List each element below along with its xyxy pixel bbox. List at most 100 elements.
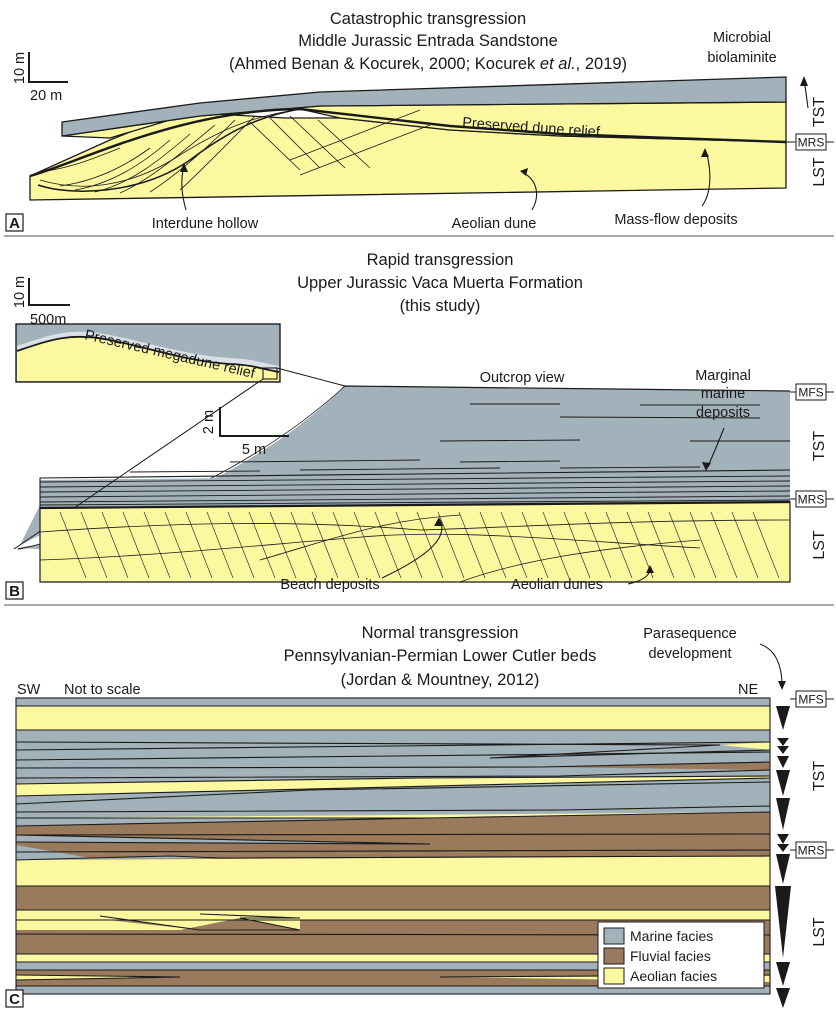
panel-c-mfs: MFS	[798, 693, 823, 707]
panel-a-tst: TST	[811, 97, 828, 127]
foreset-line	[395, 511, 423, 579]
foreset-line	[437, 511, 465, 579]
panel-c-sw: SW	[17, 682, 41, 698]
panel-b-beach-label: Beach deposits	[280, 577, 379, 593]
foreset-line	[500, 511, 528, 579]
panel-a-scale-h: 20 m	[30, 88, 62, 104]
panel-c-lst: LST	[811, 917, 828, 947]
panel-b-title-3: (this study)	[400, 297, 481, 315]
panel-a-interdune-label: Interdune hollow	[152, 216, 259, 232]
panel-c-not-to-scale: Not to scale	[64, 682, 141, 698]
foreset-line	[332, 511, 360, 579]
panel-a-microbial-label-1: Microbial	[713, 30, 771, 46]
foreset-line	[710, 511, 738, 579]
legend-aeolian: Aeolian facies	[630, 968, 717, 984]
panel-b-scale-bar: 10 m 500m	[12, 276, 70, 328]
panel-c-mrs: MRS	[798, 844, 825, 858]
panel-a-scale-v: 10 m	[12, 52, 28, 84]
foreset-line	[143, 511, 171, 579]
foreset-line	[59, 511, 87, 579]
foreset-line	[521, 511, 549, 579]
panel-b-outcrop-scale: 2 m 5 m	[201, 407, 289, 458]
foreset-line	[668, 511, 696, 579]
foreset-line	[80, 511, 108, 579]
panel-c-column	[15, 697, 771, 995]
panel-c-parasequence-triangles	[775, 706, 791, 1008]
foreset-line	[584, 511, 612, 579]
panel-b-marginal-3: deposits	[696, 405, 750, 421]
panel-a-aeolian-dune-label: Aeolian dune	[452, 216, 537, 232]
panel-c-letter: C	[9, 991, 20, 1008]
panel-b-title-1: Rapid transgression	[367, 251, 514, 269]
panel-b-marginal-2: marine	[701, 386, 745, 402]
panel-c-title-2: Pennsylvanian-Permian Lower Cutler beds	[284, 647, 597, 665]
foreset-line	[101, 511, 129, 579]
foreset-line	[731, 511, 759, 579]
legend-swatch-marine	[603, 927, 625, 945]
panel-b-lst: LST	[811, 530, 828, 560]
panel-b-scale-v: 10 m	[12, 276, 28, 308]
panel-c-title-3: (Jordan & Mountney, 2012)	[341, 671, 540, 689]
panel-c-mrs-tag: MRS	[790, 841, 834, 859]
foreset-line	[122, 511, 150, 579]
foreset-line	[290, 511, 318, 579]
panel-a-mrs-tag: MRS	[786, 133, 834, 151]
legend-fluvial: Fluvial facies	[630, 948, 711, 964]
panel-b-inset: Preserved megadune relief	[15, 323, 281, 383]
foreset-line	[164, 511, 192, 579]
foreset-line	[458, 511, 486, 579]
panel-a: Catastrophic transgression Middle Jurass…	[5, 10, 834, 232]
foreset-line	[227, 511, 255, 579]
panel-b-mfs: MFS	[798, 386, 823, 400]
panel-b-outcrop-scale-h: 5 m	[242, 442, 266, 458]
foreset-line	[206, 511, 234, 579]
panel-b-mrs: MRS	[798, 493, 825, 507]
panel-c-parasequence-2: development	[648, 646, 731, 662]
foreset-line	[605, 511, 633, 579]
foreset-line	[248, 511, 276, 579]
legend-swatch-aeolian	[603, 967, 625, 985]
foreset-line	[416, 511, 444, 579]
panel-a-title-3: (Ahmed Benan & Kocurek, 2000; Kocurek et…	[229, 55, 627, 73]
panel-c-mfs-tag: MFS	[790, 690, 834, 708]
panel-b-outcrop-label: Outcrop view	[480, 370, 565, 386]
panel-b-letter: B	[9, 583, 20, 600]
legend-swatch-fluvial	[603, 947, 625, 965]
panel-b-marginal-1: Marginal	[695, 368, 751, 384]
panel-a-biolaminite	[61, 76, 787, 137]
panel-a-mass-flow-label: Mass-flow deposits	[614, 212, 737, 228]
foreset-line	[626, 511, 654, 579]
panel-a-microbial-label-2: biolaminite	[707, 50, 776, 66]
foreset-line	[269, 511, 297, 579]
foreset-line	[353, 511, 381, 579]
foreset-line	[752, 511, 780, 579]
panel-a-letter: A	[9, 215, 20, 232]
panel-c-ne: NE	[738, 682, 758, 698]
panel-c-legend: Marine facies Fluvial facies Aeolian fac…	[597, 921, 765, 989]
foreset-line	[479, 511, 507, 579]
foreset-line	[374, 511, 402, 579]
legend-marine: Marine facies	[630, 928, 713, 944]
panel-b-aeolian-dunes-label: Aeolian dunes	[511, 577, 603, 593]
panel-b-title-2: Upper Jurassic Vaca Muerta Formation	[297, 274, 583, 292]
panel-b-foresets	[59, 511, 780, 579]
foreset-line	[689, 511, 717, 579]
foreset-line	[311, 511, 339, 579]
foreset-line	[542, 511, 570, 579]
foreset-line	[185, 511, 213, 579]
panel-a-title-2: Middle Jurassic Entrada Sandstone	[298, 32, 558, 50]
panel-b-outcrop-scale-v: 2 m	[201, 410, 217, 434]
panel-b-mrs-tag: MRS	[790, 490, 834, 508]
panel-a-title-1: Catastrophic transgression	[330, 10, 526, 28]
panel-c-parasequence-1: Parasequence	[643, 626, 737, 642]
foreset-line	[647, 511, 675, 579]
panel-a-mrs: MRS	[798, 136, 825, 150]
panel-c-tst: TST	[811, 761, 828, 791]
foreset-line	[563, 511, 591, 579]
panel-c-title-1: Normal transgression	[362, 624, 519, 642]
panel-b-mfs-tag: MFS	[790, 383, 834, 401]
panel-b: Rapid transgression Upper Jurassic Vaca …	[5, 251, 834, 600]
panel-b-tst: TST	[811, 431, 828, 461]
panel-c: Normal transgression Pennsylvanian-Permi…	[5, 624, 834, 1008]
